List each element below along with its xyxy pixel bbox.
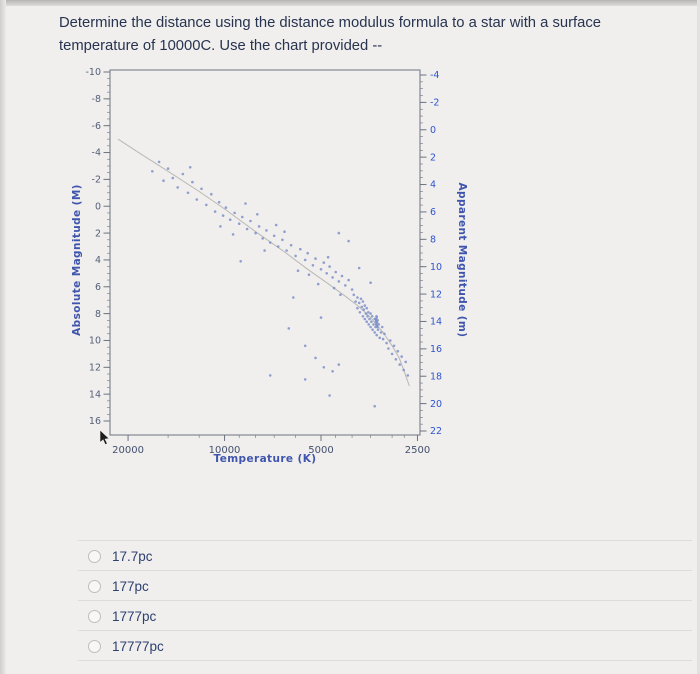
svg-text:2: 2 [95,228,101,239]
cursor-icon [99,430,110,446]
svg-text:8: 8 [430,235,436,246]
svg-text:0: 0 [430,125,436,136]
svg-text:20000: 20000 [112,445,144,456]
answer-option-1[interactable]: 17.7pc [78,540,692,571]
svg-text:-10: -10 [85,67,101,78]
svg-text:16: 16 [430,344,442,355]
svg-text:-2: -2 [430,98,439,109]
svg-text:-2: -2 [92,175,101,186]
option-label: 17.7pc [112,548,153,564]
svg-text:2500: 2500 [405,445,430,456]
svg-text:8: 8 [95,309,101,320]
radio-button[interactable] [88,549,101,563]
svg-text:18: 18 [430,371,442,382]
svg-text:-4: -4 [430,70,439,81]
svg-text:2: 2 [430,152,436,163]
svg-text:Apparent Magnitude (m): Apparent Magnitude (m) [456,183,468,338]
options-bottom-divider [78,660,692,661]
answer-option-3[interactable]: 1777pc [78,600,692,631]
svg-text:5000: 5000 [308,445,333,456]
svg-text:-6: -6 [92,121,101,132]
svg-text:16: 16 [89,416,101,427]
svg-text:14: 14 [430,317,442,328]
svg-text:12: 12 [430,289,442,300]
option-label: 177pc [112,578,149,594]
svg-text:14: 14 [89,389,101,400]
svg-text:-8: -8 [92,94,101,105]
svg-text:Absolute Magnitude (M): Absolute Magnitude (M) [71,184,83,336]
svg-text:10: 10 [89,336,101,347]
question-line-2: temperature of 10000C. Use the chart pro… [59,38,383,54]
svg-text:6: 6 [95,282,101,293]
answer-option-4[interactable]: 17777pc [78,630,692,661]
option-label: 17777pc [112,638,164,654]
svg-text:-4: -4 [92,148,101,159]
svg-text:10000: 10000 [209,445,241,456]
page-top-edge [0,0,700,6]
page-right-edge [697,0,700,674]
radio-button[interactable] [88,639,101,653]
question-text: Determine the distance using the distanc… [59,12,669,58]
option-label: 1777pc [112,608,157,624]
hr-diagram-chart: -10 -8 -6 -4 -2 0 2 4 6 8 10 12 14 16 -4 -2 0 2 4 6 8 10 12 14 1… [60,55,500,485]
hr-scatter-plot: -10 -8 -6 -4 -2 0 2 4 6 8 10 12 14 16 -4 -2 0 2 4 6 8 10 12 14 1… [71,67,468,465]
question-line-1: Determine the distance using the distanc… [59,15,602,31]
svg-text:22: 22 [430,426,442,437]
svg-text:10: 10 [430,262,442,273]
answer-option-2[interactable]: 177pc [78,570,692,601]
radio-button[interactable] [88,609,101,623]
radio-button[interactable] [88,579,101,593]
svg-text:4: 4 [95,255,101,266]
svg-text:12: 12 [89,363,101,374]
svg-text:0: 0 [95,201,101,212]
svg-text:4: 4 [430,180,436,191]
svg-text:20: 20 [430,399,442,410]
page-left-edge [0,0,6,674]
svg-text:Temperature (K): Temperature (K) [214,453,317,465]
svg-text:6: 6 [430,207,436,218]
